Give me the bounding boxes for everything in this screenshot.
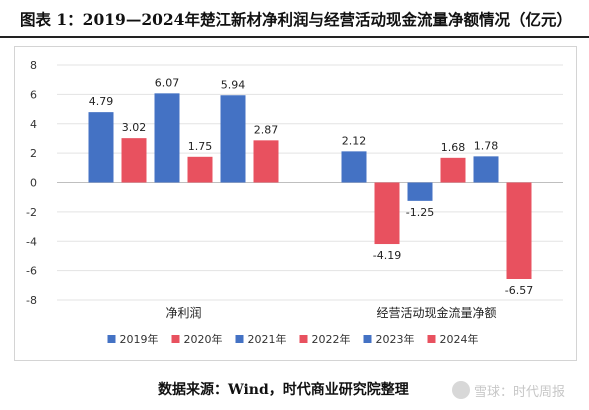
bar: [154, 93, 180, 183]
bar: [506, 182, 532, 279]
legend-swatch: [363, 335, 372, 343]
y-tick-label: -2: [26, 206, 37, 219]
y-tick-label: -6: [26, 265, 37, 278]
title-divider: [0, 36, 589, 38]
legend-label: 2019年: [120, 332, 159, 346]
legend-swatch: [171, 335, 180, 343]
legend-label: 2021年: [248, 332, 287, 346]
data-label: 3.02: [122, 121, 147, 134]
bar: [407, 182, 433, 201]
legend-swatch: [235, 335, 244, 343]
data-label: 5.94: [221, 78, 246, 91]
data-label: 4.79: [89, 95, 114, 108]
x-category-label: 净利润: [165, 306, 201, 320]
bar: [341, 151, 367, 183]
data-label: 2.12: [342, 134, 367, 147]
x-category-label: 经营活动现金流量净额: [376, 305, 496, 320]
bar-chart: 8 6 4 2 0 -2 -4 -6 -8 4.79 3.02 6.07 1.75 5.94 2.87 2.…: [26, 59, 563, 346]
data-label: -1.25: [406, 206, 434, 219]
data-label: 1.78: [474, 139, 499, 152]
data-source-note: 数据来源：Wind，时代商业研究院整理: [158, 382, 409, 398]
bar: [187, 156, 213, 183]
chart-panel: 8 6 4 2 0 -2 -4 -6 -8 4.79 3.02 6.07 1.75 5.94 2.87 2.…: [14, 46, 577, 361]
y-tick-label: -8: [26, 294, 37, 307]
legend-swatch: [299, 335, 308, 343]
x-axis-categories: 净利润 经营活动现金流量净额: [165, 305, 496, 320]
snowball-logo-icon: [452, 381, 470, 399]
y-tick-label: -4: [26, 235, 37, 248]
bar: [374, 182, 400, 245]
data-labels: 4.79 3.02 6.07 1.75 5.94 2.87 2.12 -4.19 -1.25 1.…: [89, 76, 533, 297]
bar: [253, 140, 279, 183]
data-label: 1.75: [188, 140, 213, 153]
bar: [473, 156, 499, 183]
watermark-text: 雪球：时代周报: [474, 384, 566, 400]
bars: [88, 93, 532, 279]
bar: [440, 157, 466, 183]
legend-label: 2020年: [184, 332, 223, 346]
bar: [220, 95, 246, 183]
data-label: 6.07: [155, 76, 180, 89]
bar: [121, 138, 147, 183]
watermark: 雪球：时代周报: [452, 378, 565, 402]
data-label: 1.68: [441, 141, 466, 154]
y-tick-label: 2: [30, 147, 37, 160]
data-label: -4.19: [373, 249, 401, 262]
y-tick-label: 4: [30, 118, 37, 131]
legend-label: 2024年: [440, 332, 479, 346]
bar: [88, 112, 114, 183]
y-tick-label: 0: [30, 177, 37, 190]
data-label: 2.87: [254, 123, 279, 136]
legend-swatch: [427, 335, 436, 343]
legend-swatch: [107, 335, 116, 343]
legend-label: 2022年: [312, 332, 351, 346]
chart-title: 图表 1：2019—2024年楚江新材净利润与经营活动现金流量净额情况（亿元）: [20, 10, 572, 29]
y-tick-label: 6: [30, 88, 37, 101]
data-label: -6.57: [505, 284, 533, 297]
legend-label: 2023年: [376, 332, 415, 346]
y-tick-label: 8: [30, 59, 37, 72]
y-axis: 8 6 4 2 0 -2 -4 -6 -8: [26, 59, 37, 307]
legend: 2019年 2020年 2021年 2022年 2023年 2024年: [107, 332, 479, 346]
